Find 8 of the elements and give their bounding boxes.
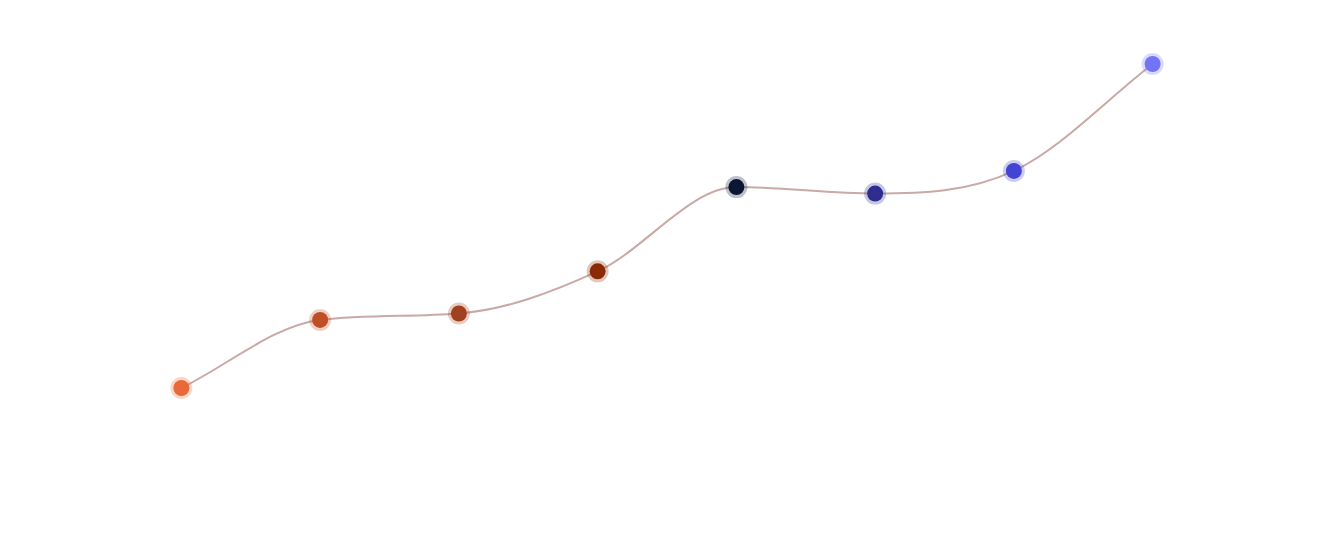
point <box>864 182 887 205</box>
point <box>309 308 332 331</box>
point <box>1002 159 1025 182</box>
point <box>447 302 470 325</box>
point <box>1141 53 1164 75</box>
point <box>725 176 748 199</box>
point <box>586 260 609 283</box>
point <box>170 377 193 399</box>
